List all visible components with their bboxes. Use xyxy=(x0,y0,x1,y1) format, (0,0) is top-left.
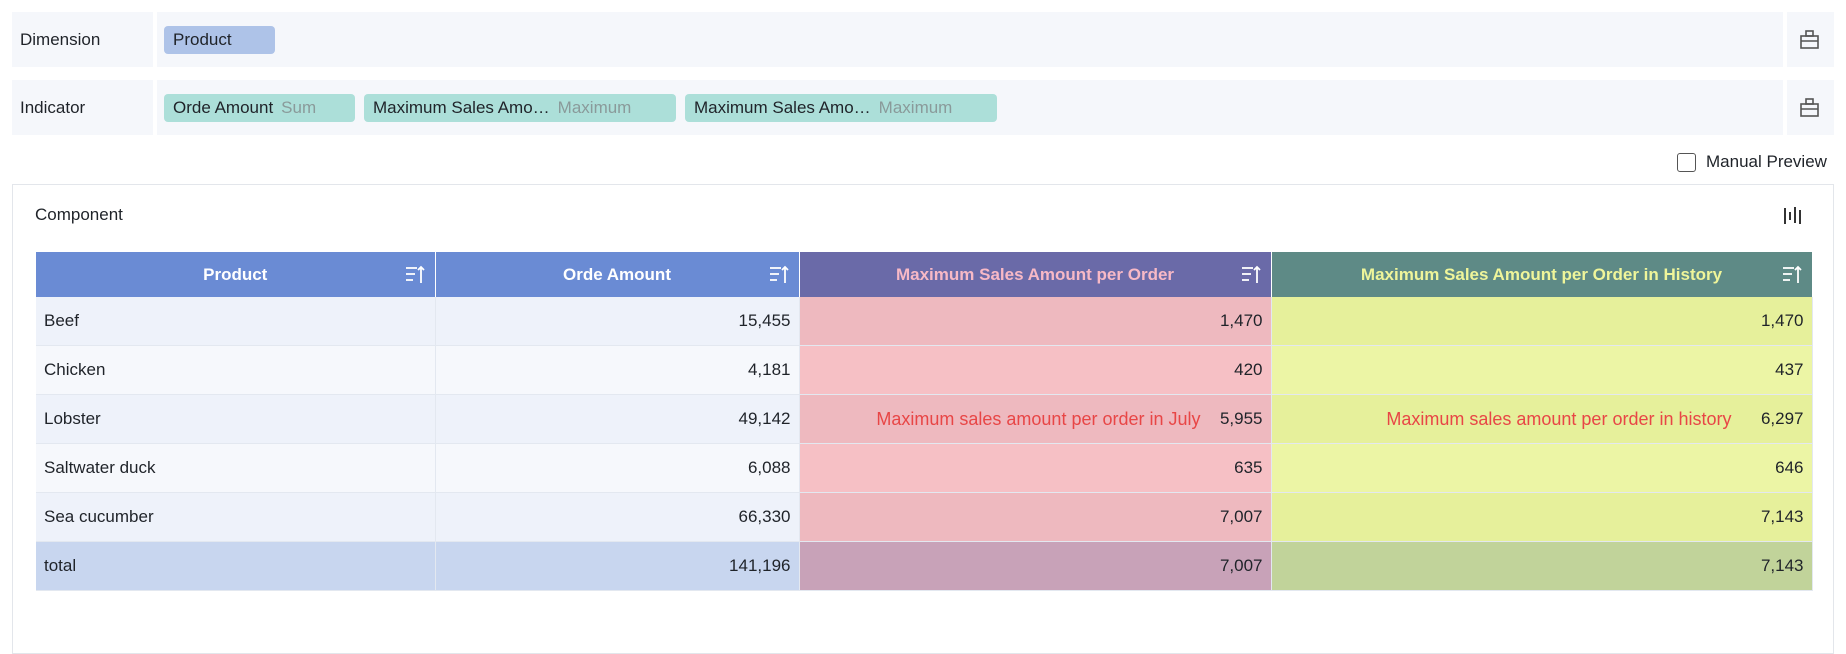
separator xyxy=(1783,12,1787,67)
table-cell: 635 xyxy=(799,443,1272,493)
table-cell: 66,330 xyxy=(435,492,800,542)
table-cell: total xyxy=(36,541,436,591)
sort-icon[interactable] xyxy=(1782,265,1802,285)
annotation: Maximum sales amount per order in July xyxy=(876,409,1201,429)
table-row: Lobster 49,142 5,955 Maximum sales amount p… xyxy=(36,394,1813,444)
table-cell: 49,142 xyxy=(435,394,800,444)
separator xyxy=(153,80,157,135)
sort-icon[interactable] xyxy=(1241,265,1261,285)
separator xyxy=(1783,80,1787,135)
dimension-chips: Product xyxy=(164,26,275,54)
chip-name: Maximum Sales Amo… xyxy=(694,98,871,117)
column-header: Orde Amount xyxy=(435,252,800,297)
chart-type-icon[interactable] xyxy=(1783,205,1803,225)
table-cell: 437 xyxy=(1271,345,1813,395)
table-cell: Saltwater duck xyxy=(36,443,436,493)
chip-name: Orde Amount xyxy=(173,98,274,117)
component-panel: Component Product Orde Amount Maximum Sale… xyxy=(12,184,1834,654)
table-cell: 5,955 Maximum sales amount per order in J… xyxy=(799,394,1272,444)
chip-aggregation: Sum xyxy=(281,98,317,117)
sort-icon[interactable] xyxy=(769,265,789,285)
clear-icon[interactable] xyxy=(1799,97,1821,119)
indicator-chip[interactable]: Maximum Sales Amo… Maximum xyxy=(685,94,997,122)
table-cell: 15,455 xyxy=(435,297,800,346)
table-cell: Lobster xyxy=(36,394,436,444)
clear-icon[interactable] xyxy=(1799,29,1821,51)
table-row: Sea cucumber 66,330 7,007 7,143 xyxy=(36,492,1813,542)
table-cell: 420 xyxy=(799,345,1272,395)
header-row: Product Orde Amount Maximum Sales Amount p… xyxy=(36,252,1813,297)
table-cell: Beef xyxy=(36,297,436,346)
column-header: Maximum Sales Amount per Order xyxy=(799,252,1272,297)
annotation: Maximum sales amount per order in histor… xyxy=(1386,409,1732,429)
table-cell: 7,007 xyxy=(799,541,1272,591)
table-row: Saltwater duck 6,088 635 646 xyxy=(36,443,1813,493)
table-cell: 6,088 xyxy=(435,443,800,493)
indicator-chip[interactable]: Orde Amount Sum xyxy=(164,94,355,122)
chip-aggregation: Maximum xyxy=(878,98,953,117)
table-cell: 1,470 xyxy=(1271,297,1813,346)
table-cell: 1,470 xyxy=(799,297,1272,346)
separator xyxy=(153,12,157,67)
indicator-chip[interactable]: Maximum Sales Amo… Maximum xyxy=(364,94,676,122)
data-table: Product Orde Amount Maximum Sales Amount p… xyxy=(36,252,1813,591)
table-cell: 7,143 xyxy=(1271,541,1813,591)
table-cell: 7,143 xyxy=(1271,492,1813,542)
column-header: Product xyxy=(36,252,436,297)
table-cell: 646 xyxy=(1271,443,1813,493)
table-cell: 7,007 xyxy=(799,492,1272,542)
column-header: Maximum Sales Amount per Order in Histor… xyxy=(1271,252,1813,297)
indicator-label: Indicator xyxy=(20,98,86,117)
chip-aggregation: Maximum xyxy=(557,98,632,117)
table-cell: 6,297 Maximum sales amount per order in h… xyxy=(1271,394,1813,444)
table-cell: Sea cucumber xyxy=(36,492,436,542)
dimension-bar: Dimension Product xyxy=(12,12,1834,67)
table-row: total 141,196 7,007 7,143 xyxy=(36,541,1813,591)
table-cell: 4,181 xyxy=(435,345,800,395)
component-title: Component xyxy=(35,205,123,224)
table-cell: Chicken xyxy=(36,345,436,395)
indicator-chips: Orde Amount Sum Maximum Sales Amo… Maximum M… xyxy=(164,94,997,122)
table-row: Chicken 4,181 420 437 xyxy=(36,345,1813,395)
chip-name: Maximum Sales Amo… xyxy=(373,98,550,117)
manual-preview[interactable]: Manual Preview xyxy=(1677,152,1827,172)
sort-icon[interactable] xyxy=(405,265,425,285)
dimension-label: Dimension xyxy=(20,30,101,49)
dimension-chip[interactable]: Product xyxy=(164,26,275,54)
manual-preview-label: Manual Preview xyxy=(1706,152,1827,171)
checkbox[interactable] xyxy=(1677,152,1696,172)
indicator-bar: Indicator Orde Amount Sum Maximum Sales Am… xyxy=(12,80,1834,135)
table-row: Beef 15,455 1,470 1,470 xyxy=(36,297,1813,346)
table-cell: 141,196 xyxy=(435,541,800,591)
